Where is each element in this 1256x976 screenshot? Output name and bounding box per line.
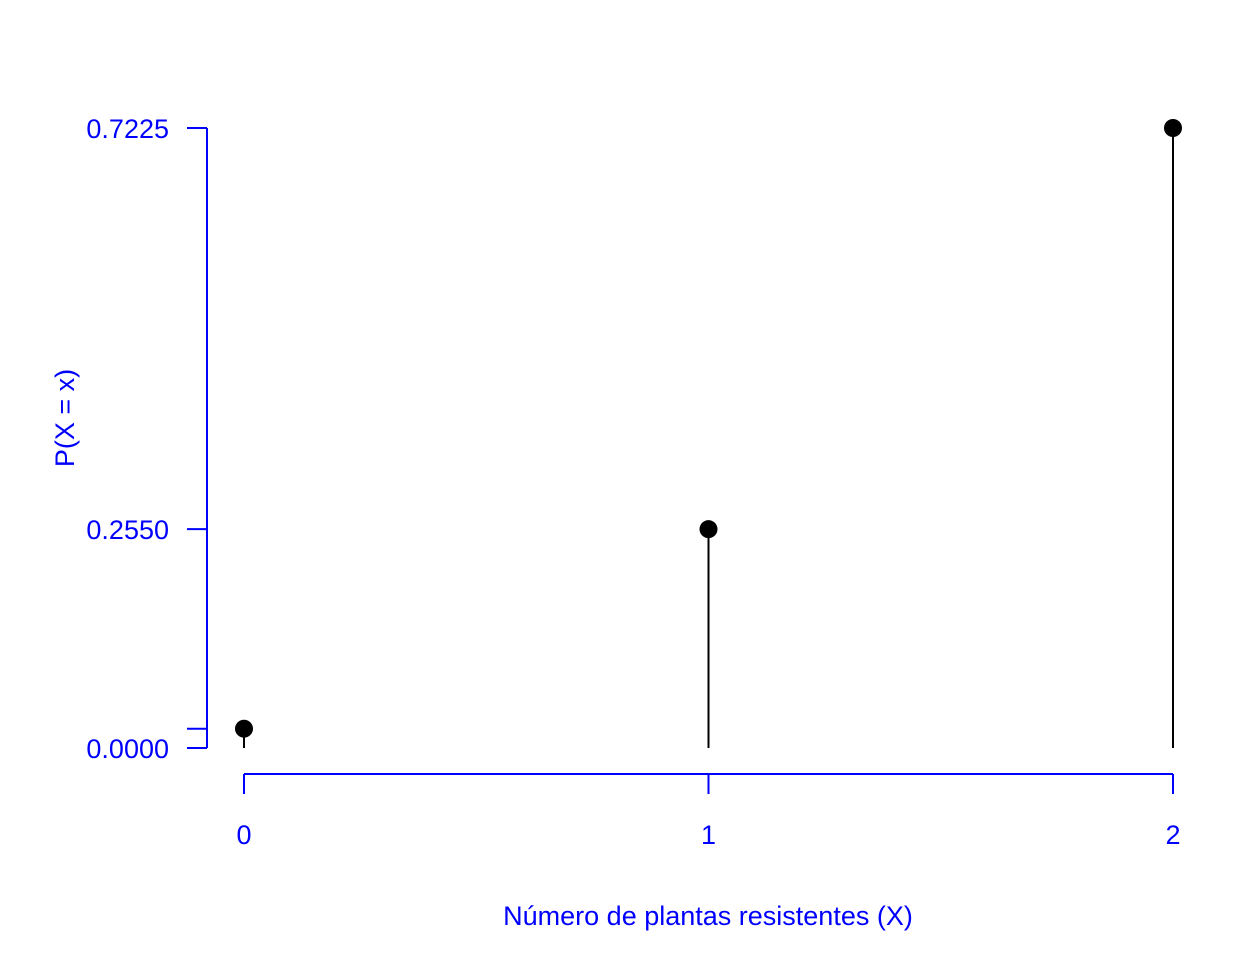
x-tick-label: 0 (236, 820, 251, 850)
y-tick-label: 0.7225 (86, 114, 169, 144)
x-axis: 0 1 2 (236, 773, 1181, 850)
probability-point (1164, 119, 1182, 137)
x-axis-title: Número de plantas resistentes (X) (503, 901, 913, 931)
probability-point (235, 719, 253, 738)
y-axis: 0.0000 0.2550 0.7225 (86, 114, 208, 764)
y-tick-label: 0.0000 (86, 734, 169, 764)
x-tick-label: 2 (1165, 820, 1180, 850)
y-tick-label: 0.2550 (86, 515, 169, 545)
probability-point (699, 520, 718, 539)
data-marks (235, 119, 1182, 748)
x-tick-label: 1 (701, 820, 716, 850)
y-axis-title: P(X = x) (50, 369, 80, 467)
